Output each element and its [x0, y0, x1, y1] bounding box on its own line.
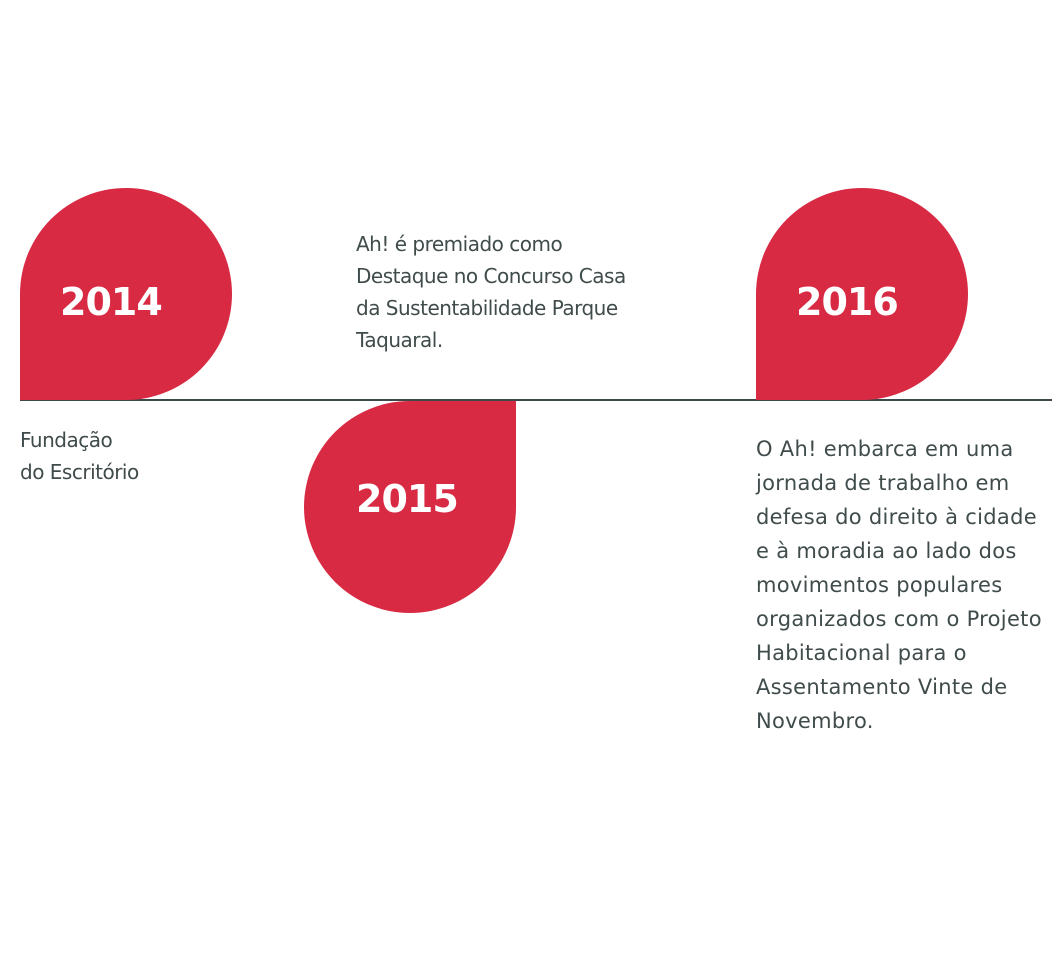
- year-badge-2014: 2014: [20, 188, 232, 400]
- year-label: 2016: [796, 280, 899, 324]
- year-badge-2016: 2016: [756, 188, 968, 400]
- caption-line: movimentos populares: [756, 573, 1003, 597]
- caption-line: Assentamento Vinte de: [756, 675, 1008, 699]
- caption-line: organizados com o Projeto: [756, 607, 1042, 631]
- caption-line: e à moradia ao lado dos: [756, 539, 1017, 563]
- caption-line: Novembro.: [756, 709, 874, 733]
- caption-line: Fundação: [20, 428, 113, 452]
- timeline-axis: [20, 399, 1052, 401]
- caption-line: Habitacional para o: [756, 641, 967, 665]
- caption-line: Destaque no Concurso Casa: [356, 264, 626, 288]
- caption-line: Taquaral.: [356, 328, 443, 352]
- caption-line: jornada de trabalho em: [756, 471, 1010, 495]
- caption-2016: O Ah! embarca em uma jornada de trabalho…: [756, 432, 1052, 738]
- caption-2015: Ah! é premiado como Destaque no Concurso…: [356, 228, 626, 356]
- caption-line: Ah! é premiado como: [356, 232, 563, 256]
- caption-line: da Sustentabilidade Parque: [356, 296, 618, 320]
- caption-line: do Escritório: [20, 460, 139, 484]
- caption-line: O Ah! embarca em uma: [756, 437, 1014, 461]
- year-label: 2015: [356, 477, 459, 521]
- caption-line: defesa do direito à cidade: [756, 505, 1037, 529]
- caption-2014: Fundação do Escritório: [20, 424, 139, 488]
- year-label: 2014: [60, 280, 163, 324]
- year-badge-2015: 2015: [304, 401, 516, 613]
